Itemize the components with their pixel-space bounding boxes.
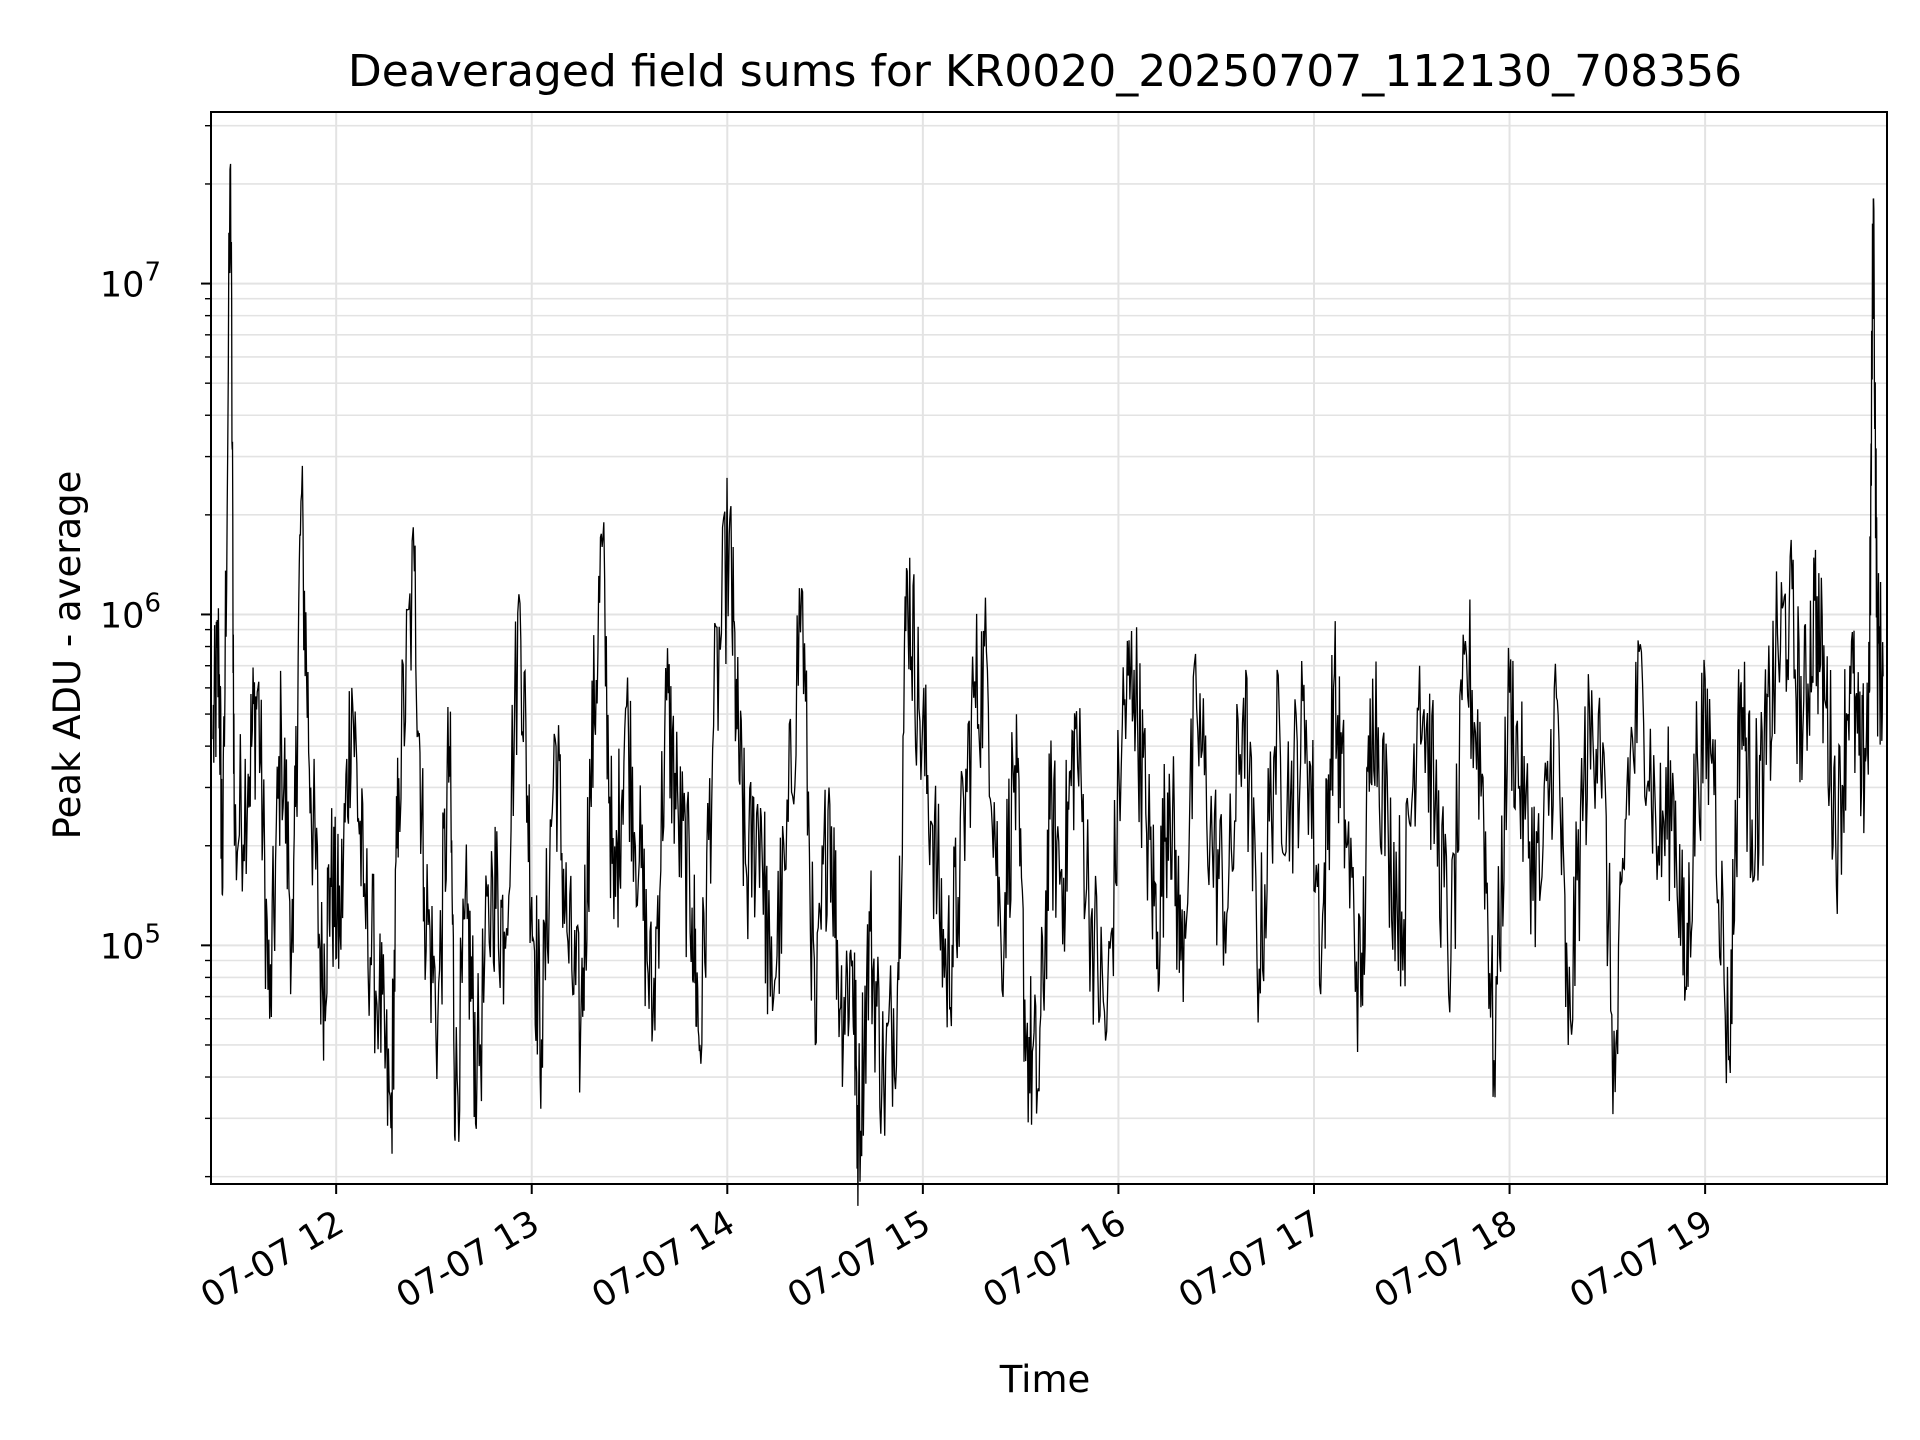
x-axis-label: Time	[999, 1358, 1091, 1401]
series-line	[212, 163, 1884, 1206]
y-tick-base: 10	[100, 266, 145, 306]
y-tick-exponent: 7	[144, 258, 161, 288]
y-tick-label: 107	[100, 258, 161, 306]
y-tick-exponent: 6	[144, 588, 161, 618]
y-tick-base: 10	[100, 927, 145, 967]
y-tick-label: 105	[100, 919, 161, 967]
y-tick-base: 10	[100, 596, 145, 636]
chart-title: Deaveraged field sums for KR0020_2025070…	[348, 46, 1742, 97]
series-layer	[212, 163, 1884, 1206]
y-tick-exponent: 5	[144, 919, 161, 949]
y-tick-label: 106	[100, 588, 161, 636]
plot-frame	[210, 111, 1888, 1185]
y-axis-label: Peak ADU - average	[46, 471, 89, 840]
grid	[211, 112, 1887, 1184]
